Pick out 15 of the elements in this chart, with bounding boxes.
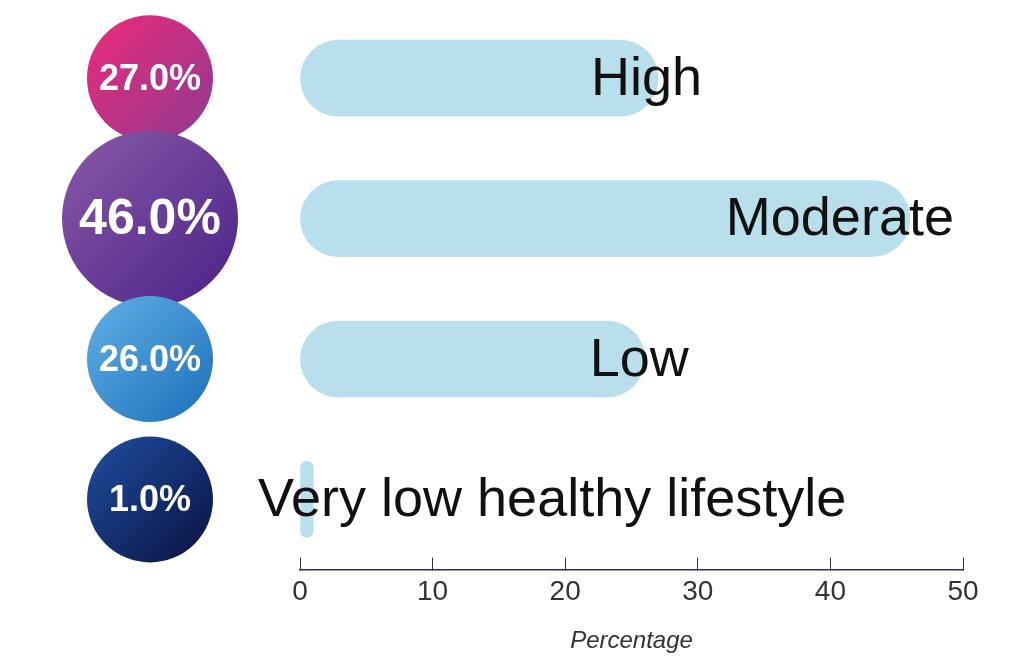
y-tick-label: Moderate (725, 186, 954, 247)
data-label: 46.0% (79, 189, 221, 246)
y-tick-label: Very low healthy lifestyle (258, 467, 847, 528)
x-tick-label: 0 (292, 575, 308, 607)
x-axis-title: Percentage (570, 626, 693, 654)
data-label: 27.0% (98, 57, 202, 99)
y-tick-label: Low (589, 326, 690, 387)
x-tick-label: 50 (947, 575, 979, 607)
x-tick-label: 30 (682, 575, 714, 607)
x-tick-label: 20 (549, 575, 581, 607)
data-label: 1.0% (108, 478, 192, 520)
x-tick-label: 40 (814, 575, 846, 607)
y-tick-label: High (590, 46, 703, 107)
x-tick-label: 10 (417, 575, 449, 607)
data-label: 26.0% (98, 337, 202, 379)
